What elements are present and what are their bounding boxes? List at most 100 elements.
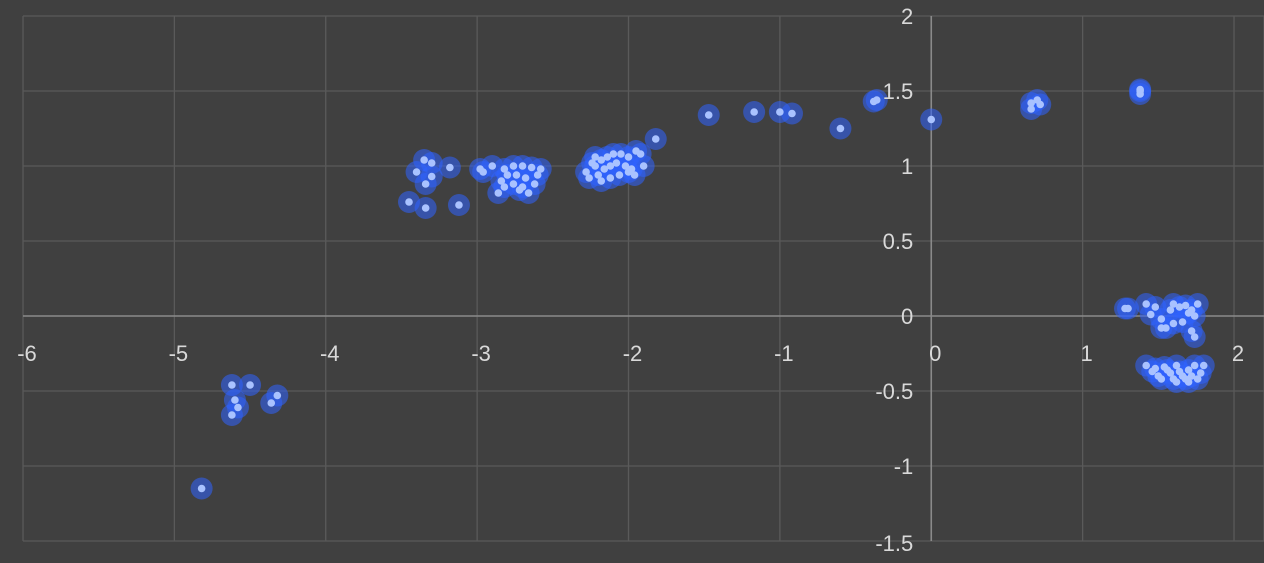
data-point [518, 162, 527, 170]
data-point [1190, 361, 1199, 370]
data-point [228, 381, 236, 389]
data-point [606, 162, 615, 170]
data-point [1027, 105, 1035, 113]
data-point [606, 174, 615, 182]
y-tick-label: 2 [901, 4, 913, 29]
data-point [1169, 319, 1178, 328]
x-tick-label: -3 [471, 341, 491, 366]
data-point [1184, 309, 1193, 317]
x-tick-label: 0 [929, 341, 941, 366]
data-point [246, 381, 254, 389]
data-point [1193, 300, 1202, 308]
x-tick-label: -1 [774, 341, 794, 366]
data-point [1151, 364, 1160, 373]
data-point [527, 163, 536, 172]
data-points [190, 78, 1215, 500]
data-point [267, 399, 276, 407]
data-point [615, 171, 624, 179]
data-point [609, 150, 618, 158]
data-point [1162, 324, 1170, 332]
data-point [1157, 375, 1166, 383]
data-point [617, 150, 625, 158]
y-tick-label: -1.5 [875, 531, 913, 556]
data-point [588, 159, 596, 167]
data-point [1181, 301, 1190, 310]
data-point [624, 168, 633, 176]
data-point [624, 153, 633, 161]
data-point [639, 162, 648, 170]
data-point [872, 96, 881, 104]
data-point [1184, 378, 1193, 386]
data-point [446, 163, 454, 172]
data-point [1175, 303, 1184, 311]
data-point [585, 174, 593, 182]
axes [23, 16, 1264, 541]
data-point [524, 189, 533, 197]
data-point [497, 177, 506, 185]
data-point [273, 391, 282, 400]
y-tick-label: 0.5 [883, 229, 914, 254]
data-point [1178, 318, 1187, 326]
data-point [421, 204, 430, 212]
data-point [536, 165, 545, 173]
data-point [1190, 312, 1199, 320]
x-tick-label: 2 [1232, 341, 1244, 366]
data-point [512, 171, 521, 179]
data-point [621, 162, 630, 170]
data-point [1027, 99, 1035, 107]
data-point [1196, 369, 1205, 377]
data-point [1187, 372, 1196, 380]
data-point [1172, 361, 1181, 370]
data-point [651, 135, 660, 143]
data-point [503, 171, 512, 179]
data-point [197, 484, 206, 493]
data-point [1146, 310, 1155, 319]
data-point [788, 109, 796, 118]
data-point [636, 150, 645, 158]
data-point [530, 180, 539, 188]
data-point [427, 172, 436, 181]
data-point [1142, 300, 1151, 308]
data-point [405, 198, 413, 206]
data-point [1142, 361, 1151, 370]
data-point [1163, 366, 1172, 374]
x-tick-label: -2 [623, 341, 643, 366]
data-point [597, 177, 606, 185]
data-point [515, 186, 524, 194]
data-point [509, 180, 518, 188]
data-point [1151, 303, 1160, 311]
data-point [1175, 367, 1184, 376]
data-point [228, 411, 236, 419]
data-point [836, 124, 845, 133]
tick-labels: -6 -5 -4 -3 -2 -1 0 1 2 2 1.5 1 0.5 0 -0.5 -1 -1.5 [17, 4, 1244, 556]
x-tick-label: 1 [1081, 341, 1093, 366]
grid [22, 15, 1264, 542]
data-point [1184, 366, 1193, 374]
data-point [1199, 361, 1208, 370]
data-point [427, 159, 436, 167]
data-point [603, 153, 612, 161]
data-point [234, 403, 242, 412]
data-point [1166, 306, 1175, 314]
data-point [776, 108, 784, 116]
data-point [591, 153, 599, 161]
y-tick-label: 1.5 [883, 79, 914, 104]
data-point [704, 111, 713, 119]
x-tick-label: -6 [17, 341, 37, 366]
data-point [1190, 333, 1199, 341]
data-point [1136, 85, 1144, 94]
data-point [500, 183, 509, 191]
data-point [750, 108, 758, 116]
y-tick-label: -0.5 [875, 379, 913, 404]
data-point [412, 168, 421, 176]
data-point [500, 165, 509, 173]
data-point [1157, 315, 1166, 323]
data-point [533, 171, 542, 179]
data-point [488, 162, 497, 170]
x-tick-label: -5 [169, 341, 189, 366]
data-point [582, 168, 590, 176]
data-point [1036, 100, 1045, 109]
data-point [1169, 300, 1178, 308]
